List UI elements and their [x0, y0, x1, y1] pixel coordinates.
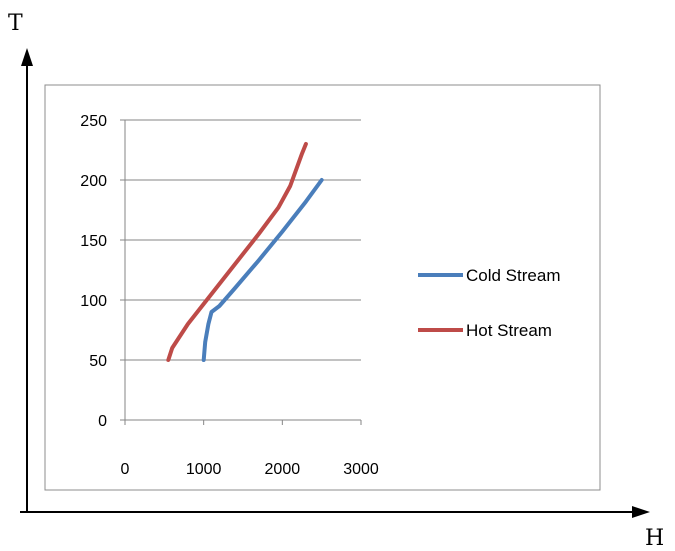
series-line-hot-stream: [166, 142, 308, 362]
plot-area: 0 50 100 150 200 250 0 1000 2000 3000: [80, 113, 379, 478]
chart-frame: [44, 84, 601, 491]
x-tick-label: 1000: [186, 461, 222, 478]
legend-label-cold-stream: Cold Stream: [466, 266, 560, 285]
x-tick-label: 0: [121, 461, 130, 478]
y-tick-labels: 0 50 100 150 200 250: [80, 113, 107, 430]
outer-x-arrowhead: [632, 506, 650, 518]
outer-y-axis-letter: T: [8, 11, 23, 36]
y-tick-label: 100: [80, 293, 107, 310]
y-tick-label: 150: [80, 233, 107, 250]
outer-x-axis-letter: H: [645, 526, 664, 551]
legend-label-hot-stream: Hot Stream: [466, 321, 552, 340]
y-tick-label: 200: [80, 173, 107, 190]
outer-y-arrowhead: [21, 48, 33, 66]
outer-axes: T H: [8, 11, 664, 551]
y-tick-label: 50: [89, 353, 107, 370]
y-tick-label: 250: [80, 113, 107, 130]
x-tick-label: 2000: [265, 461, 301, 478]
series-line-cold-stream: [201, 178, 324, 362]
x-tick-label: 3000: [343, 461, 379, 478]
y-tick-label: 0: [98, 413, 107, 430]
series-lines: [166, 142, 324, 362]
legend: Cold Stream Hot Stream: [418, 266, 560, 340]
x-tick-labels: 0 1000 2000 3000: [121, 461, 379, 478]
gridlines: [120, 119, 362, 425]
